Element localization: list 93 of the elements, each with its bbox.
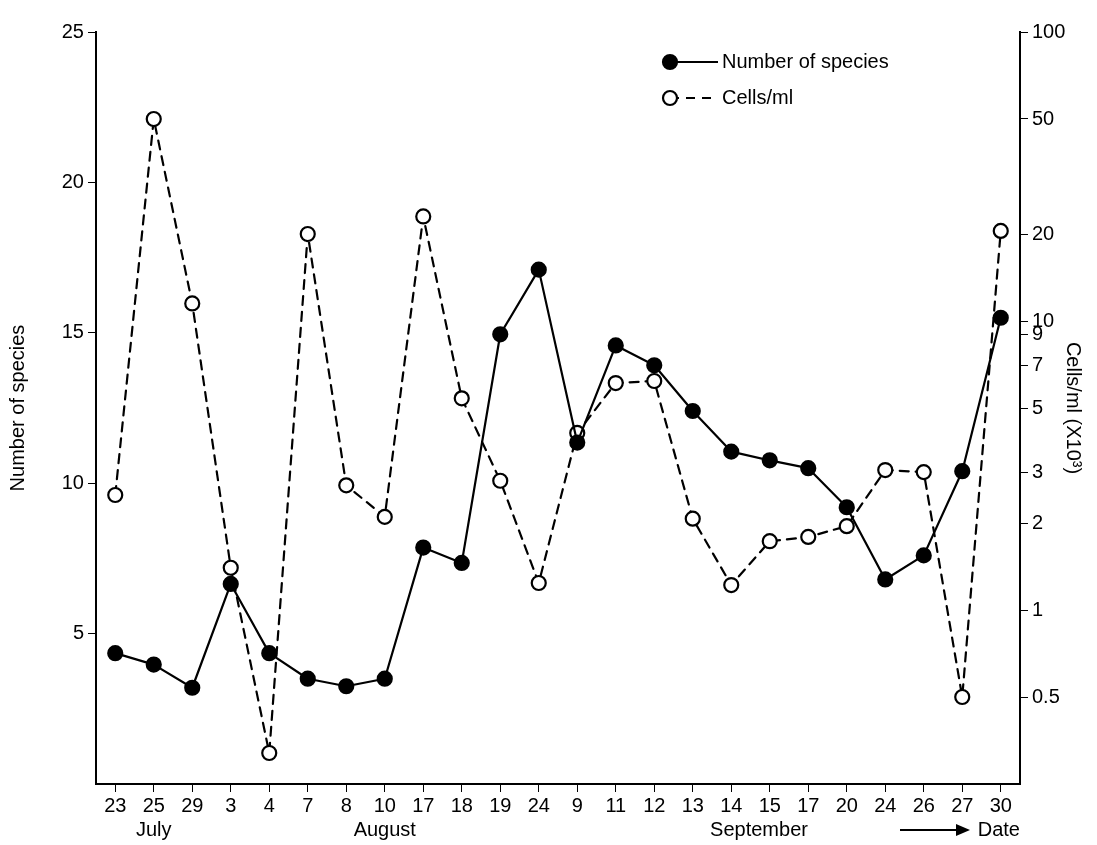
x-tick-label: 25 bbox=[142, 793, 165, 816]
y2-tick-label: 2 bbox=[1032, 510, 1044, 533]
legend-label: Cells/ml bbox=[722, 85, 794, 108]
x-tick-label: 9 bbox=[571, 793, 583, 816]
point bbox=[800, 528, 817, 546]
point bbox=[145, 656, 162, 673]
y2-tick-label: 7 bbox=[1032, 353, 1044, 376]
point bbox=[684, 402, 701, 420]
point bbox=[954, 688, 971, 706]
point bbox=[530, 574, 547, 592]
x-axis-title: Date bbox=[977, 817, 1020, 840]
y2-tick-label: 5 bbox=[1032, 395, 1044, 418]
y-tick-label: 25 bbox=[61, 19, 84, 42]
point bbox=[992, 222, 1009, 239]
point bbox=[145, 110, 162, 128]
legend-label: Number of species bbox=[722, 49, 889, 72]
x-tick-label: 3 bbox=[225, 793, 237, 816]
x-tick-label: 12 bbox=[643, 793, 666, 816]
point bbox=[415, 539, 432, 556]
x-tick-label: 27 bbox=[951, 793, 974, 816]
y-tick-label: 15 bbox=[61, 320, 84, 343]
point bbox=[838, 518, 855, 535]
point bbox=[838, 499, 855, 516]
x-tick-label: 24 bbox=[527, 793, 550, 816]
x-tick-label: 13 bbox=[681, 793, 704, 816]
x-tick-label: 18 bbox=[450, 793, 473, 816]
x-tick-label: 17 bbox=[412, 793, 435, 816]
point bbox=[261, 645, 278, 662]
point bbox=[453, 390, 470, 407]
y-tick-label: 10 bbox=[61, 470, 84, 493]
point bbox=[299, 225, 316, 243]
point bbox=[222, 575, 239, 593]
x-tick-label: 15 bbox=[758, 793, 781, 816]
point bbox=[338, 678, 355, 695]
x-tick-label: 14 bbox=[720, 793, 743, 816]
text: July bbox=[135, 817, 172, 840]
text: August bbox=[353, 817, 417, 840]
point bbox=[492, 326, 509, 343]
point bbox=[222, 559, 239, 576]
point bbox=[877, 461, 894, 479]
point bbox=[800, 460, 817, 477]
point bbox=[646, 372, 663, 390]
point bbox=[530, 261, 547, 278]
y2-tick-label: 50 bbox=[1032, 106, 1055, 129]
x-tick-label: 7 bbox=[302, 793, 314, 816]
text: September bbox=[710, 817, 809, 840]
x-tick-label: 29 bbox=[181, 793, 204, 816]
point bbox=[453, 554, 470, 572]
point bbox=[107, 645, 124, 662]
y-axis-title: Number of species bbox=[5, 324, 28, 492]
y2-axis-title: Cells/ml (X10³) bbox=[1063, 341, 1086, 475]
point bbox=[338, 477, 355, 494]
point bbox=[761, 452, 778, 469]
x-tick-label: 4 bbox=[263, 793, 275, 816]
x-tick-label: 23 bbox=[104, 793, 127, 816]
x-tick-label: 17 bbox=[797, 793, 820, 816]
y-tick-label: 20 bbox=[61, 169, 84, 192]
point bbox=[184, 679, 201, 696]
x-tick-label: 10 bbox=[373, 793, 396, 816]
y2-tick-label: 20 bbox=[1032, 221, 1055, 244]
y2-tick-label: 3 bbox=[1032, 459, 1044, 482]
x-tick-label: 8 bbox=[340, 793, 352, 816]
point bbox=[569, 434, 586, 451]
y2-tick-label: 100 bbox=[1032, 19, 1066, 42]
y2-tick-label: 0.5 bbox=[1032, 684, 1060, 707]
x-tick-label: 20 bbox=[835, 793, 858, 816]
y-tick-label: 5 bbox=[72, 621, 84, 644]
point bbox=[261, 744, 278, 762]
x-tick-label: 19 bbox=[489, 793, 512, 816]
point bbox=[915, 464, 932, 481]
point bbox=[877, 571, 894, 588]
x-tick-label: 24 bbox=[874, 793, 897, 816]
point bbox=[723, 576, 740, 594]
point bbox=[107, 486, 124, 504]
point bbox=[376, 670, 393, 687]
point bbox=[299, 670, 316, 687]
point bbox=[646, 357, 663, 374]
x-tick-label: 11 bbox=[605, 793, 627, 816]
point bbox=[761, 533, 778, 550]
point bbox=[992, 309, 1009, 326]
x-tick-label: 26 bbox=[912, 793, 935, 816]
point bbox=[184, 295, 201, 312]
point bbox=[415, 208, 432, 225]
y2-tick-label: 1 bbox=[1032, 597, 1044, 620]
x-tick-label: 30 bbox=[989, 793, 1012, 816]
point bbox=[723, 443, 740, 460]
point bbox=[607, 374, 624, 392]
point bbox=[915, 547, 932, 564]
point bbox=[492, 472, 509, 489]
point bbox=[376, 508, 393, 525]
point bbox=[684, 510, 701, 527]
point bbox=[607, 337, 624, 354]
point bbox=[954, 463, 971, 480]
